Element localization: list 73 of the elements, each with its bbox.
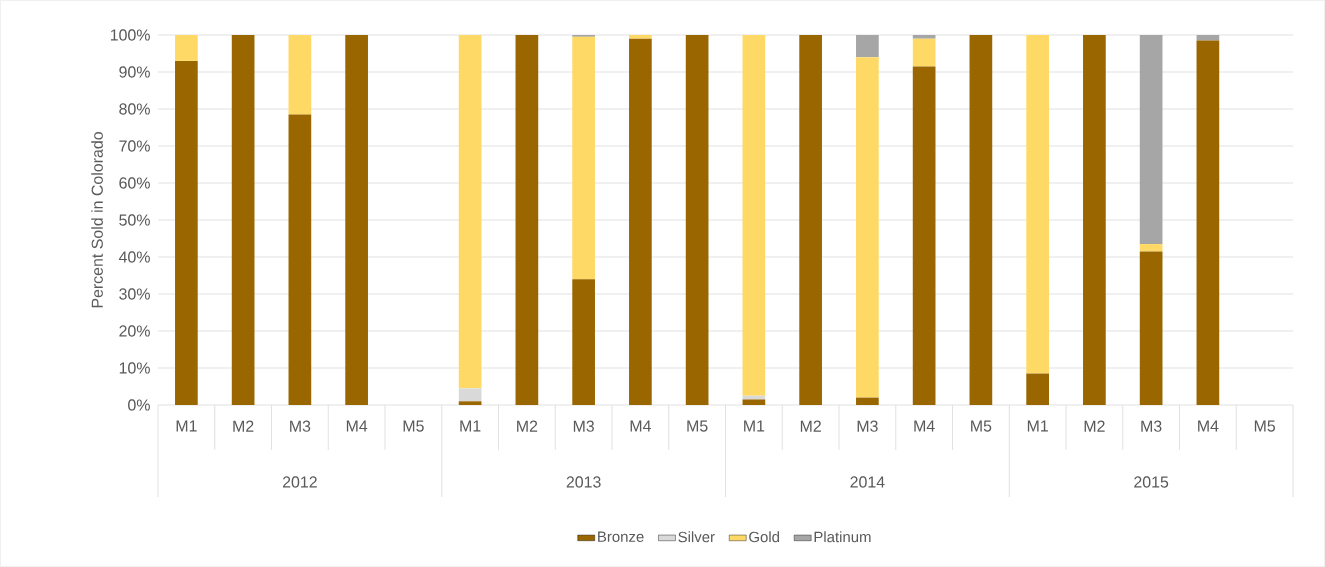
y-tick-label: 70%	[119, 140, 150, 152]
legend-label: Bronze	[598, 531, 644, 542]
y-axis-title: Percent Sold in Colorado	[91, 132, 103, 308]
text: 2012	[282, 476, 317, 488]
bar	[345, 35, 368, 405]
x-tick-label: M3	[1141, 420, 1162, 432]
bar	[175, 60, 198, 405]
legend-label: Silver	[678, 531, 715, 543]
y-tick-label: 100%	[110, 29, 150, 41]
bar	[856, 35, 879, 58]
bar	[572, 279, 595, 405]
x-tick-label: M5	[1254, 420, 1276, 432]
text: 2013	[566, 476, 601, 488]
bar	[1026, 373, 1049, 405]
bar	[1139, 244, 1163, 252]
x-tick-label: M4	[1198, 420, 1219, 432]
y-tick-label: 80%	[119, 103, 150, 115]
bar	[742, 399, 766, 405]
bar	[856, 397, 879, 405]
bar	[912, 66, 936, 405]
bar	[799, 35, 822, 405]
legend-label: Gold	[749, 531, 779, 543]
x-tick-label: M4	[630, 420, 651, 432]
bar	[912, 35, 936, 39]
x-tick-label: M5	[971, 420, 992, 432]
x-tick-label: M2	[517, 420, 538, 432]
y-tick-label: 20%	[119, 325, 150, 337]
bar	[912, 38, 936, 67]
x-tick-label: M3	[857, 420, 878, 432]
y-tick-label: 60%	[119, 177, 150, 189]
bar	[288, 114, 312, 405]
x-tick-label: M1	[460, 420, 481, 432]
x-tick-label: M1	[744, 420, 765, 432]
bar	[1196, 40, 1220, 405]
x-tick-label: M1	[1027, 420, 1048, 432]
bar	[458, 401, 482, 405]
x-tick-label: M2	[1084, 420, 1105, 432]
x-tick-label: M4	[914, 420, 935, 432]
bar	[458, 388, 482, 402]
x-tick-label: M2	[233, 420, 254, 432]
bar	[969, 35, 993, 405]
y-tick-label: 10%	[119, 362, 150, 374]
legend-label: Platinum	[814, 531, 871, 543]
bar	[1196, 35, 1220, 41]
y-tick-label: 50%	[119, 214, 150, 226]
bar	[458, 35, 482, 389]
bar	[288, 35, 312, 115]
bar	[175, 35, 198, 61]
bar	[742, 35, 766, 396]
bar	[231, 35, 255, 405]
y-tick-label: 90%	[119, 66, 150, 78]
x-tick-label: M5	[687, 420, 708, 432]
x-tick-label: M5	[403, 420, 424, 432]
bar	[1083, 35, 1106, 405]
bar	[1139, 251, 1163, 405]
x-tick-label: M3	[290, 420, 311, 432]
x-tick-label: M1	[176, 420, 197, 432]
bar	[1026, 35, 1049, 374]
y-tick-label: 0%	[128, 399, 150, 411]
x-tick-label: M4	[346, 420, 368, 432]
text: 2014	[850, 476, 885, 488]
y-tick-label: 40%	[118, 251, 150, 263]
bar	[515, 35, 539, 405]
bar	[685, 35, 709, 405]
bar	[572, 36, 595, 280]
text: 2015	[1134, 476, 1169, 488]
bar	[1139, 35, 1163, 245]
x-tick-label: M3	[573, 420, 594, 432]
bar	[629, 35, 652, 39]
y-tick-label: 30%	[119, 288, 150, 300]
bar	[856, 57, 879, 398]
x-tick-label: M2	[800, 420, 821, 432]
bar	[629, 38, 652, 405]
